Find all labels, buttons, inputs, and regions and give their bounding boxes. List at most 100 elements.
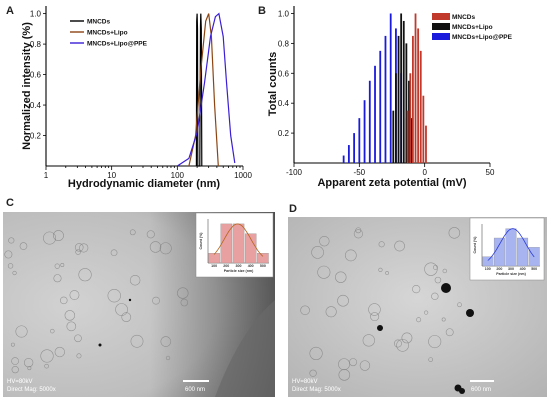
particle [69, 290, 80, 300]
particle [159, 242, 172, 255]
x-tick-label: 10 [107, 171, 116, 180]
zeta-bar [389, 13, 392, 163]
dense-particle [441, 283, 451, 293]
particle [165, 355, 171, 361]
particle [370, 312, 380, 322]
particle [441, 317, 446, 322]
particle [311, 246, 324, 259]
zeta-bar [425, 125, 427, 163]
zeta-bar [358, 118, 361, 163]
particle [416, 317, 422, 323]
x-axis-label: Hydrodynamic diameter (nm) [68, 178, 221, 190]
tem-image-c: HV=80kV Direct Mag: 5000x 600 nm 100 200 3… [3, 212, 275, 397]
zeta-bar [408, 80, 410, 163]
panel-label-a: A [6, 5, 14, 17]
inset-bar [493, 237, 505, 267]
zeta-bar [412, 35, 414, 163]
particle [338, 358, 350, 371]
particle [448, 227, 461, 239]
particle [160, 336, 172, 347]
particle [54, 263, 60, 269]
particle [129, 229, 136, 236]
zeta-bar [353, 133, 356, 163]
particle [50, 328, 55, 334]
particle [353, 229, 363, 239]
legend-swatch [432, 33, 450, 40]
inset-y-label: Count (%) [473, 236, 477, 254]
particle [107, 289, 121, 303]
y-tick-label: 0.4 [278, 99, 290, 108]
tem-hv-label: HV=80kV [7, 379, 33, 385]
particle [335, 271, 347, 283]
dense-particle [128, 298, 132, 302]
inset-fit-curve [487, 228, 535, 261]
particle [53, 230, 64, 241]
particle [79, 243, 89, 253]
x-tick-label: 1000 [234, 171, 252, 180]
zeta-bar [374, 65, 376, 163]
particle [442, 268, 447, 274]
particle [75, 249, 81, 255]
particle [401, 332, 413, 344]
zeta-bar [414, 13, 417, 163]
tem-image-d: HV=80kV Direct Mag: 5000x 600 nm 100 200 3… [288, 217, 547, 397]
particle [362, 334, 375, 347]
particle [368, 303, 381, 316]
tem-hv-label: HV=80kV [292, 379, 318, 385]
inset-x-label: Particle size (nm) [224, 269, 254, 273]
particle [177, 287, 189, 299]
zeta-bar [379, 50, 382, 163]
y-tick-label: 0.6 [30, 71, 42, 80]
y-tick-label: 1.0 [278, 9, 290, 18]
scale-bar [470, 380, 494, 382]
inset-bar [220, 223, 233, 264]
x-tick-label: -50 [354, 168, 366, 177]
particle [337, 294, 349, 307]
particle [115, 303, 128, 316]
particle [23, 357, 34, 368]
y-tick-label: 0.8 [278, 39, 290, 48]
zeta-bar [405, 43, 408, 163]
particle [325, 306, 337, 318]
particle [394, 240, 405, 252]
particle [78, 268, 92, 282]
x-axis-label: Apparent zeta potential (mV) [317, 177, 466, 189]
particle [317, 265, 331, 279]
inset-tick-label: 300 [508, 267, 514, 271]
inset-tick-label: 200 [496, 267, 502, 271]
particle [412, 285, 421, 294]
particle [319, 235, 330, 247]
tem-mag-label: Direct Mag: 5000x [7, 387, 56, 393]
series-line [176, 12, 236, 167]
particle [385, 271, 389, 275]
panel-label-c: C [6, 197, 14, 209]
y-axis-label: Total counts [267, 52, 279, 117]
inset-fit-curve [213, 223, 264, 257]
inset-tick-label: 400 [248, 264, 254, 268]
dense-particle [377, 325, 383, 331]
particle [10, 342, 15, 347]
zeta-bar [384, 35, 387, 163]
panel-label-b: B [258, 5, 266, 17]
particle [74, 334, 82, 343]
panel-label-d: D [289, 203, 297, 215]
particle [344, 249, 357, 262]
tem-mag-label: Direct Mag: 5000x [292, 387, 341, 393]
particle [378, 241, 385, 248]
particle [19, 242, 28, 250]
particle [300, 305, 310, 316]
x-tick-label: 50 [486, 168, 495, 177]
inset-tick-label: 100 [485, 267, 491, 271]
legend-swatch [432, 23, 450, 30]
zeta-potential-chart: -100 -50 0 50 0.2 0.4 0.6 0.8 1.0 MNCDs MNCDs+Lip… [267, 6, 513, 189]
particle [309, 369, 317, 377]
legend-label: MNCDs [87, 19, 110, 26]
particle [359, 360, 371, 371]
x-tick-label: 0 [422, 168, 427, 177]
zeta-bar [409, 73, 412, 163]
particle [4, 250, 13, 259]
zeta-bar [342, 155, 345, 163]
particle [349, 358, 358, 367]
particle [53, 274, 62, 283]
